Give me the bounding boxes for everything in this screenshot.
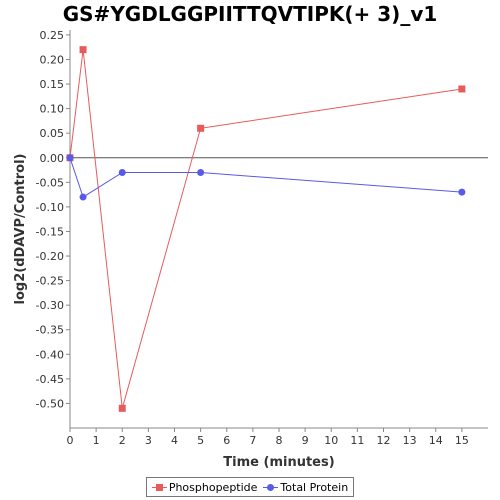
- data-point-phosphopeptide: [79, 46, 87, 54]
- plot-area: [70, 30, 488, 428]
- y-tick-label: -0.40: [36, 348, 64, 361]
- x-tick-label: 12: [377, 434, 391, 447]
- x-tick-label: 8: [276, 434, 283, 447]
- x-tick-label: 14: [429, 434, 443, 447]
- y-tick-label: -0.15: [36, 225, 64, 238]
- legend-swatch-total-protein: [263, 482, 279, 492]
- legend-swatch-phosphopeptide: [151, 482, 167, 492]
- y-tick-label: 0.10: [40, 103, 65, 116]
- data-point-phosphopeptide: [458, 85, 466, 93]
- x-tick-label: 6: [223, 434, 230, 447]
- y-tick-label: 0.20: [40, 53, 65, 66]
- x-tick-label: 10: [324, 434, 338, 447]
- legend: Phosphopeptide Total Protein: [146, 477, 354, 497]
- y-tick-label: -0.30: [36, 299, 64, 312]
- data-point-total-protein: [66, 154, 74, 162]
- legend-label-phosphopeptide: Phosphopeptide: [168, 480, 258, 494]
- x-tick-label: 0: [67, 434, 74, 447]
- legend-label-total-protein: Total Protein: [280, 480, 349, 494]
- y-tick-label: -0.35: [36, 324, 64, 337]
- legend-item-phosphopeptide: Phosphopeptide: [151, 480, 258, 494]
- x-tick-label: 13: [403, 434, 417, 447]
- y-tick-label: 0.15: [40, 78, 65, 91]
- x-tick-label: 2: [119, 434, 126, 447]
- legend-item-total-protein: Total Protein: [263, 481, 348, 494]
- data-point-total-protein: [458, 188, 466, 196]
- x-tick-label: 5: [197, 434, 204, 447]
- x-tick-label: 1: [93, 434, 100, 447]
- y-tick-label: 0.05: [40, 127, 65, 140]
- x-tick-label: 9: [302, 434, 309, 447]
- y-tick-label: -0.25: [36, 275, 64, 288]
- y-tick-label: 0.00: [40, 152, 65, 165]
- x-tick-label: 15: [455, 434, 469, 447]
- y-tick-label: -0.10: [36, 201, 64, 214]
- y-tick-label: -0.45: [36, 373, 64, 386]
- chart-title: GS#YGDLGGPIITTQVTIPK(+ 3)_v1: [62, 2, 438, 26]
- x-axis-title: Time (minutes): [223, 455, 334, 470]
- y-tick-label: 0.25: [40, 29, 65, 42]
- data-point-total-protein: [118, 168, 126, 176]
- x-tick-label: 3: [145, 434, 152, 447]
- data-point-total-protein: [79, 193, 87, 201]
- x-tick-label: 7: [249, 434, 256, 447]
- data-point-phosphopeptide: [197, 124, 205, 132]
- y-axis-title: log2(dDAVP/Control): [13, 154, 28, 305]
- x-tick-label: 11: [350, 434, 364, 447]
- y-tick-label: -0.05: [36, 176, 64, 189]
- y-tick-label: -0.20: [36, 250, 64, 263]
- x-tick-label: 4: [171, 434, 178, 447]
- y-tick-label: -0.50: [36, 397, 64, 410]
- data-point-phosphopeptide: [118, 404, 126, 412]
- data-point-total-protein: [197, 168, 205, 176]
